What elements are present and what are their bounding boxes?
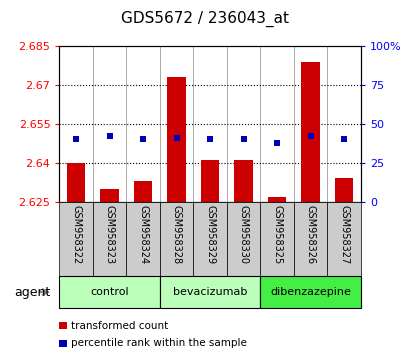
Text: bevacizumab: bevacizumab bbox=[173, 287, 247, 297]
Bar bbox=[326, 202, 360, 276]
Bar bbox=[167, 77, 185, 202]
Text: GSM958330: GSM958330 bbox=[238, 205, 248, 264]
Text: control: control bbox=[90, 287, 129, 297]
Bar bbox=[260, 276, 360, 308]
Bar bbox=[59, 322, 67, 329]
Text: GSM958327: GSM958327 bbox=[338, 205, 348, 265]
Bar bbox=[293, 202, 326, 276]
Text: GSM958325: GSM958325 bbox=[272, 205, 281, 265]
Bar bbox=[193, 202, 226, 276]
Bar bbox=[301, 62, 319, 202]
Bar bbox=[67, 163, 85, 202]
Bar bbox=[126, 202, 160, 276]
Bar bbox=[267, 196, 285, 202]
Text: GDS5672 / 236043_at: GDS5672 / 236043_at bbox=[121, 10, 288, 27]
Text: GSM958326: GSM958326 bbox=[305, 205, 315, 265]
Bar bbox=[134, 181, 152, 202]
Text: GSM958328: GSM958328 bbox=[171, 205, 181, 265]
Text: agent: agent bbox=[14, 286, 50, 298]
Bar bbox=[334, 178, 353, 202]
Text: GSM958322: GSM958322 bbox=[71, 205, 81, 265]
Bar bbox=[226, 202, 260, 276]
Text: GSM958329: GSM958329 bbox=[204, 205, 215, 265]
Bar bbox=[59, 276, 160, 308]
Text: percentile rank within the sample: percentile rank within the sample bbox=[71, 338, 246, 348]
Bar bbox=[59, 202, 93, 276]
Text: GSM958323: GSM958323 bbox=[104, 205, 115, 265]
Bar bbox=[200, 160, 219, 202]
Bar bbox=[100, 189, 119, 202]
Bar bbox=[260, 202, 293, 276]
Text: GSM958324: GSM958324 bbox=[138, 205, 148, 265]
Bar bbox=[59, 340, 67, 347]
Bar bbox=[160, 202, 193, 276]
Bar bbox=[93, 202, 126, 276]
Bar bbox=[160, 276, 260, 308]
Bar bbox=[234, 160, 252, 202]
Text: dibenzazepine: dibenzazepine bbox=[270, 287, 350, 297]
Text: transformed count: transformed count bbox=[71, 321, 168, 331]
